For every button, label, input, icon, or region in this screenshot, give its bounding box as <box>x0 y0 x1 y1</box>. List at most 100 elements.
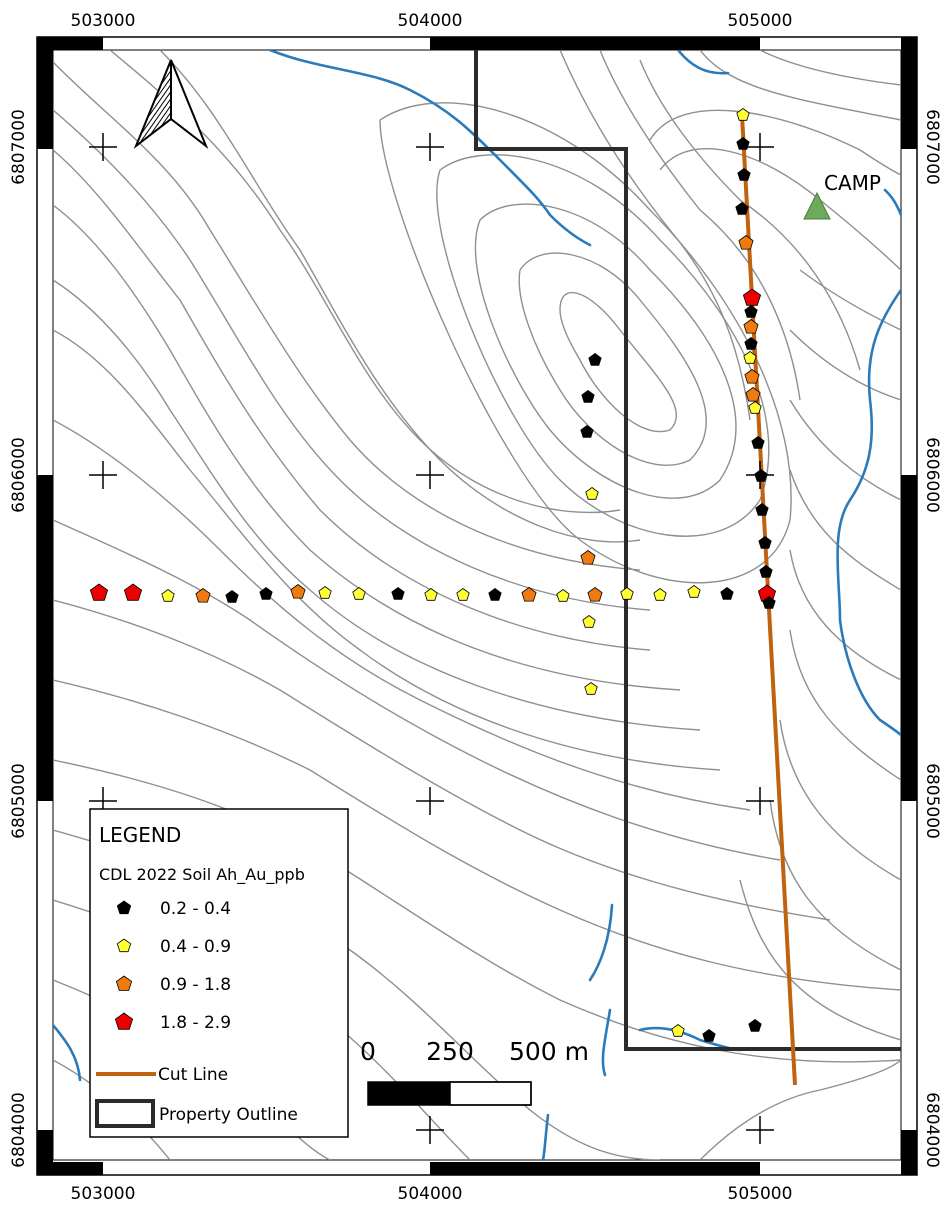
soil-sample-point <box>748 401 762 414</box>
contour-line <box>53 109 651 611</box>
contour-line <box>659 148 901 271</box>
camp-label: CAMP <box>824 171 881 195</box>
stream-line <box>836 288 901 737</box>
y-tick-label-left: 6807000 <box>9 109 29 185</box>
soil-sample-point <box>580 550 596 565</box>
legend-class-symbol <box>116 900 132 915</box>
soil-sample-point <box>123 583 143 601</box>
soil-sample-point <box>89 583 109 601</box>
y-tick-label-right: 6807000 <box>922 109 942 185</box>
contour-line <box>649 109 901 176</box>
grid-cross <box>89 461 117 489</box>
north-arrow-icon <box>133 59 209 150</box>
contour-line <box>53 679 901 991</box>
neatline-blocks <box>37 37 917 1175</box>
soil-sample-point <box>582 615 596 628</box>
contour-line <box>789 329 901 401</box>
contour-line <box>789 399 901 501</box>
x-tick-label-bottom: 503000 <box>71 1184 136 1204</box>
stream-line <box>601 1008 612 1077</box>
stream-line <box>53 1023 82 1082</box>
scale-label-250: 250 <box>426 1037 474 1066</box>
x-tick-label-top: 505000 <box>728 11 793 31</box>
soil-sample-point <box>259 587 273 600</box>
soil-sample-point <box>456 588 470 601</box>
stream-line <box>541 1113 550 1160</box>
soil-sample-point <box>738 235 754 250</box>
stream-line <box>588 903 614 982</box>
soil-sample-point <box>755 503 769 516</box>
contour-line <box>53 204 681 691</box>
grid-cross <box>416 461 444 489</box>
contour-line <box>436 154 770 537</box>
grid-cross <box>746 133 774 161</box>
contour-line <box>789 629 901 781</box>
soil-sample-point <box>720 587 734 600</box>
legend-property-swatch <box>95 1099 155 1128</box>
stream-line <box>676 50 730 75</box>
legend-class-label: 0.2 - 0.4 <box>160 899 231 919</box>
soil-sample-point <box>424 588 438 601</box>
contour-line <box>53 419 751 811</box>
camp-triangle-icon <box>803 191 831 220</box>
soil-sample-point <box>736 108 750 121</box>
legend-cut-line-label: Cut Line <box>158 1065 228 1085</box>
contour-line <box>53 279 701 731</box>
legend-class-label: 0.9 - 1.8 <box>160 975 231 995</box>
contour-line <box>789 549 901 681</box>
legend-class-symbol <box>115 975 133 991</box>
scale-label-500: 500 m <box>509 1037 589 1066</box>
soil-sample-point <box>671 1024 685 1037</box>
grid-cross <box>416 787 444 815</box>
soil-sample-point <box>744 369 760 384</box>
grid-cross <box>746 787 774 815</box>
contour-line <box>699 50 901 121</box>
soil-sample-point <box>762 596 776 609</box>
y-tick-label-right: 6806000 <box>922 437 942 513</box>
contour-line <box>789 469 901 591</box>
soil-sample-point <box>620 587 634 600</box>
soil-sample-point <box>391 587 405 600</box>
legend: LEGEND CDL 2022 Soil Ah_Au_ppb 0.2 - 0.4… <box>89 808 349 1138</box>
property-outline <box>474 50 901 1051</box>
soil-sample-point <box>751 436 765 449</box>
soil-sample-point <box>318 586 332 599</box>
soil-sample-point <box>744 305 758 318</box>
legend-property-label: Property Outline <box>159 1105 298 1125</box>
contour-line <box>599 50 801 401</box>
contour-line <box>559 291 677 433</box>
grid-cross <box>89 133 117 161</box>
soil-sample-point <box>488 588 502 601</box>
contour-line <box>53 149 651 651</box>
soil-sample-point <box>758 536 772 549</box>
contour-line <box>639 59 861 371</box>
x-tick-label-bottom: 504000 <box>398 1184 463 1204</box>
y-tick-label-right: 6805000 <box>922 763 942 839</box>
contour-line <box>159 50 641 543</box>
contour-line <box>474 203 737 499</box>
contour-line <box>518 252 707 466</box>
legend-class-symbol <box>116 938 132 953</box>
legend-class-label: 0.4 - 0.9 <box>160 937 231 957</box>
soil-sample-point <box>290 584 306 599</box>
contour-line <box>379 102 792 584</box>
x-tick-label-top: 503000 <box>71 11 136 31</box>
legend-class-label: 1.8 - 2.9 <box>160 1013 231 1033</box>
soil-sample-point <box>585 487 599 500</box>
soil-sample-point <box>161 589 175 602</box>
soil-sample-point <box>653 588 667 601</box>
y-tick-label-left: 6805000 <box>9 763 29 839</box>
soil-sample-point <box>584 682 598 695</box>
soil-sample-point <box>556 589 570 602</box>
stream-line <box>268 50 592 247</box>
soil-sample-point <box>225 590 239 603</box>
soil-sample-point <box>581 390 595 403</box>
soil-sample-point <box>745 387 761 402</box>
soil-sample-point <box>195 588 211 603</box>
x-tick-label-top: 504000 <box>398 11 463 31</box>
soil-sample-point <box>521 587 537 602</box>
y-tick-label-left: 6804000 <box>9 1092 29 1168</box>
contour-line <box>699 1059 901 1160</box>
soil-sample-point <box>580 425 594 438</box>
